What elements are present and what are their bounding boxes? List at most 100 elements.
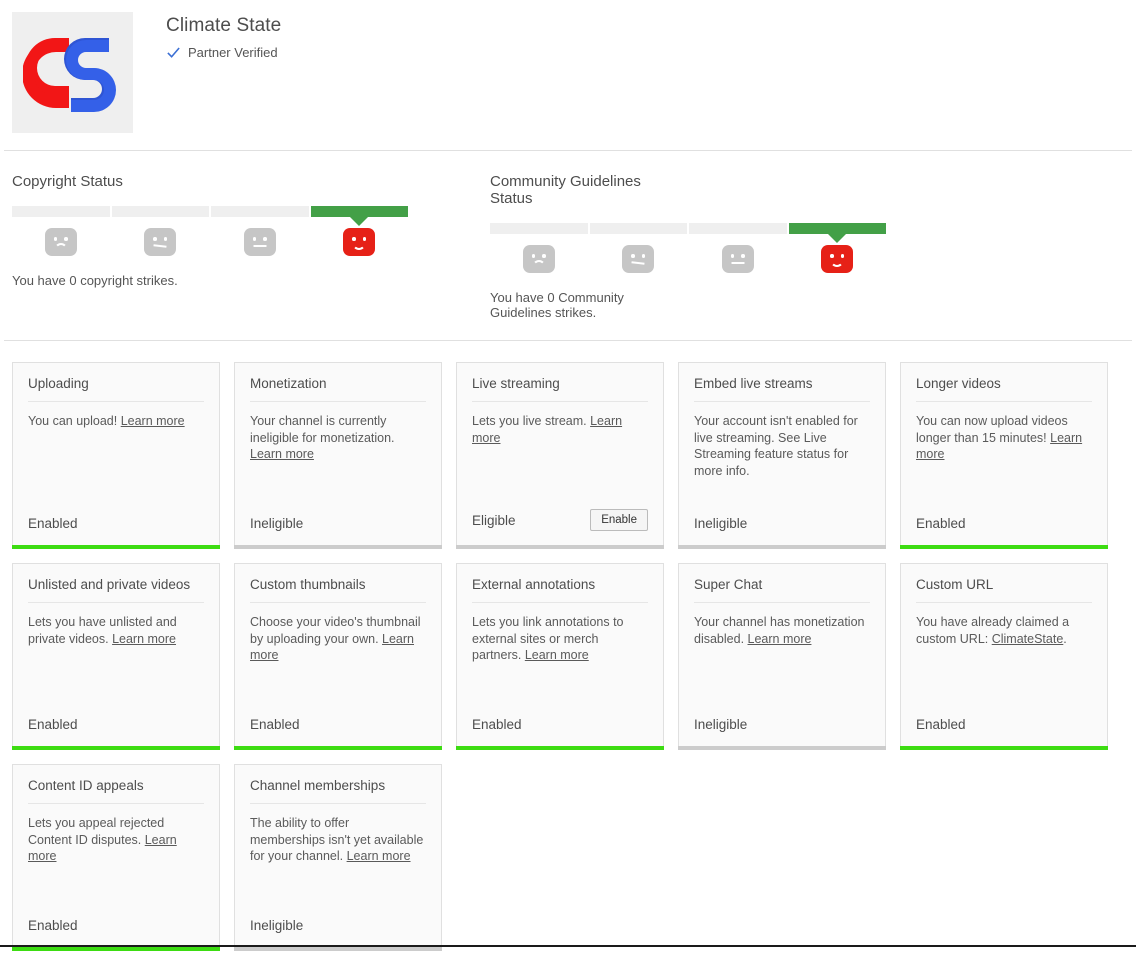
community-guidelines-status-heading: Community Guidelines Status bbox=[490, 173, 641, 207]
feature-status-label: Enabled bbox=[250, 717, 300, 732]
slight-frown-face-icon bbox=[144, 228, 177, 256]
feature-card-row: Uploading You can upload! Learn more Enabl… bbox=[12, 362, 1136, 549]
learn-more-link[interactable]: Learn more bbox=[250, 447, 314, 461]
face-cell bbox=[112, 228, 210, 256]
face-cell bbox=[689, 245, 787, 273]
feature-card-footer: Enabled bbox=[28, 516, 204, 545]
copyright-status-heading: Copyright Status bbox=[12, 173, 123, 190]
feature-card-row: Unlisted and private videos Lets you have… bbox=[12, 563, 1136, 750]
learn-more-link[interactable]: Learn more bbox=[472, 414, 623, 445]
copyright-status-faces bbox=[12, 228, 408, 256]
face-cell bbox=[789, 245, 887, 273]
feature-card: Embed live streams Your account isn't ena… bbox=[678, 362, 886, 549]
learn-more-link[interactable]: Learn more bbox=[112, 631, 177, 646]
feature-card: External annotations Lets you link annota… bbox=[456, 563, 664, 750]
feature-card-title: Live streaming bbox=[472, 376, 648, 402]
feature-card-footer: Enabled bbox=[916, 717, 1092, 746]
happy-face-icon bbox=[343, 228, 376, 256]
partner-verified-label: Partner Verified bbox=[188, 45, 278, 60]
feature-card-body: Your channel is currently ineligible for… bbox=[250, 414, 395, 461]
feature-card: Super Chat Your channel has monetization … bbox=[678, 563, 886, 750]
feature-status-label: Enabled bbox=[28, 918, 78, 933]
copyright-status-block: Copyright Status bbox=[0, 173, 480, 320]
feature-card-body: You can now upload videos longer than 15… bbox=[916, 414, 1083, 462]
neutral-face-icon bbox=[721, 245, 754, 273]
feature-accent-enabled bbox=[12, 545, 220, 549]
feature-card-title: Uploading bbox=[28, 376, 204, 402]
feature-card-footer: Enabled bbox=[28, 717, 204, 746]
feature-card-title: Super Chat bbox=[694, 577, 870, 603]
feature-card-body: The ability to offer memberships isn't y… bbox=[250, 816, 424, 863]
feature-accent-enabled bbox=[900, 545, 1108, 549]
face-cell bbox=[211, 228, 309, 256]
channel-meta: Climate State Partner Verified bbox=[166, 12, 281, 60]
page-bottom-border bbox=[0, 945, 1136, 947]
meter-segment bbox=[490, 223, 588, 234]
feature-card-body: Lets you live stream. Learn more bbox=[472, 414, 623, 445]
feature-status-label: Ineligible bbox=[694, 717, 748, 732]
feature-accent-enabled bbox=[12, 947, 220, 951]
feature-card-title: External annotations bbox=[472, 577, 648, 603]
sad-face-icon bbox=[44, 228, 77, 256]
header-divider bbox=[4, 150, 1132, 151]
feature-card-title: Channel memberships bbox=[250, 778, 426, 804]
feature-accent-enabled bbox=[234, 746, 442, 750]
feature-card-footer: Ineligible bbox=[694, 717, 870, 746]
status-divider bbox=[4, 340, 1132, 341]
meter-segment bbox=[689, 223, 787, 234]
feature-card: Content ID appeals Lets you appeal reject… bbox=[12, 764, 220, 951]
feature-card: Custom URL You have already claimed a cus… bbox=[900, 563, 1108, 750]
learn-more-link[interactable]: Learn more bbox=[250, 631, 415, 663]
meter-segment bbox=[211, 206, 309, 217]
slight-frown-face-icon bbox=[622, 245, 655, 273]
learn-more-link[interactable]: Learn more bbox=[747, 631, 812, 646]
feature-card-title: Custom URL bbox=[916, 577, 1092, 603]
learn-more-link[interactable]: Learn more bbox=[28, 832, 177, 864]
learn-more-link[interactable]: Learn more bbox=[524, 648, 589, 662]
partner-verified-row: Partner Verified bbox=[166, 45, 281, 60]
channel-name: Climate State bbox=[166, 15, 282, 36]
feature-card-title: Longer videos bbox=[916, 376, 1092, 402]
feature-card-title: Custom thumbnails bbox=[250, 577, 426, 603]
channel-avatar bbox=[12, 12, 133, 133]
feature-card-body: Lets you link annotations to external si… bbox=[472, 615, 624, 662]
learn-more-link[interactable]: Learn more bbox=[346, 849, 411, 863]
face-cell bbox=[490, 245, 588, 273]
community-guidelines-status-block: Community Guidelines Status bbox=[0, 173, 886, 320]
feature-card-title: Monetization bbox=[250, 376, 426, 402]
meter-segment bbox=[589, 223, 687, 234]
check-icon bbox=[166, 45, 181, 60]
neutral-face-icon bbox=[243, 228, 276, 256]
feature-card: Live streaming Lets you live stream. Lear… bbox=[456, 362, 664, 549]
learn-more-link[interactable]: Learn more bbox=[916, 430, 1083, 462]
feature-status-label: Eligible bbox=[472, 512, 516, 528]
community-guidelines-status-faces bbox=[490, 245, 886, 273]
feature-status-label: Enabled bbox=[916, 516, 966, 531]
feature-accent-enabled bbox=[456, 746, 664, 750]
feature-status-label: Ineligible bbox=[250, 516, 304, 531]
meter-segment-active bbox=[788, 223, 886, 234]
learn-more-link[interactable]: ClimateState bbox=[991, 631, 1064, 646]
feature-accent-enabled bbox=[12, 746, 220, 750]
feature-card-title: Content ID appeals bbox=[28, 778, 204, 804]
meter-segment bbox=[111, 206, 209, 217]
feature-status-label: Enabled bbox=[916, 717, 966, 732]
feature-card-body: You have already claimed a custom URL: C… bbox=[916, 615, 1070, 646]
feature-accent-disabled bbox=[234, 545, 442, 549]
feature-card-body: You can upload! Learn more bbox=[28, 414, 185, 428]
meter-segment-active bbox=[310, 206, 408, 217]
community-guidelines-strikes-message: You have 0 Community Guidelines strikes. bbox=[490, 290, 624, 320]
feature-status-label: Enabled bbox=[472, 717, 522, 732]
feature-card-footer: Ineligible bbox=[250, 918, 426, 947]
happy-face-icon bbox=[821, 245, 854, 273]
community-guidelines-status-meter bbox=[490, 223, 886, 234]
feature-card: Monetization Your channel is currently in… bbox=[234, 362, 442, 549]
feature-card-body: Lets you appeal rejected Content ID disp… bbox=[28, 816, 177, 864]
feature-card-footer: Enabled bbox=[916, 516, 1092, 545]
enable-button[interactable]: Enable bbox=[590, 509, 648, 531]
feature-card-body: Choose your video's thumbnail by uploadi… bbox=[250, 615, 421, 663]
feature-status-label: Ineligible bbox=[250, 918, 304, 933]
learn-more-link[interactable]: Learn more bbox=[120, 414, 185, 428]
feature-accent-enabled bbox=[900, 746, 1108, 750]
feature-card-body: Your channel has monetization disabled. … bbox=[694, 615, 865, 646]
